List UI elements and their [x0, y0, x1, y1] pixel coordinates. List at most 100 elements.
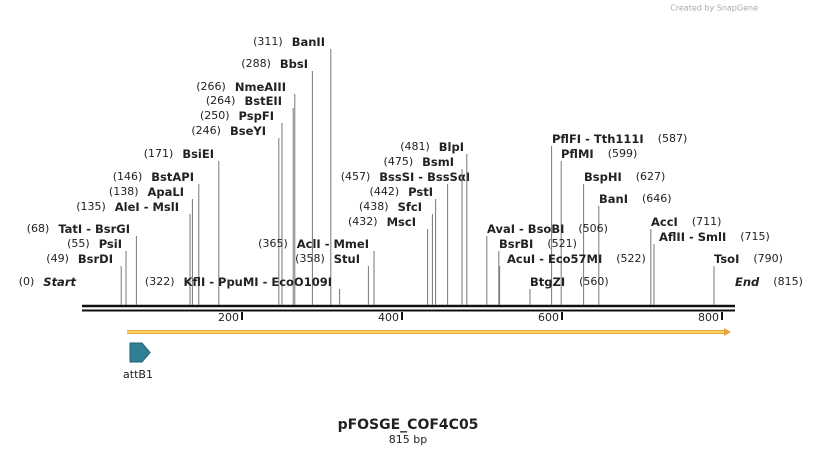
- site-position: (250): [200, 109, 230, 122]
- site-label: (55) PsiI: [67, 237, 122, 251]
- site-position: (457): [341, 170, 371, 183]
- feature-arrow: [724, 328, 731, 336]
- site-name: BstAPI: [151, 170, 194, 184]
- site-name: BspHI: [584, 170, 622, 184]
- site-label: (365) AclI - MmeI: [258, 237, 369, 251]
- site-position: (264): [206, 94, 236, 107]
- site-name: StuI: [334, 252, 360, 266]
- site-label: (264) BstEII: [206, 94, 282, 108]
- site-name: AleI - MslI: [115, 200, 179, 214]
- feature-attb1: [129, 342, 151, 363]
- site-name: MscI: [387, 215, 416, 229]
- feature-label: attB1: [123, 368, 153, 381]
- site-name: PflFI - Tth111I: [552, 132, 644, 146]
- site-name: BbsI: [280, 57, 308, 71]
- map-title: pFOSGE_COF4C05: [338, 417, 479, 433]
- site-position: (432): [348, 215, 378, 228]
- scale-tick-label: 800: [698, 311, 719, 324]
- site-label: (358) StuI: [295, 252, 360, 266]
- site-label: TsoI (790): [714, 252, 783, 266]
- site-label: (138) ApaLI: [109, 185, 184, 199]
- site-position: (358): [295, 252, 325, 265]
- site-position: (715): [740, 230, 770, 243]
- site-position: (68): [27, 222, 50, 235]
- site-name: BsiEI: [182, 147, 214, 161]
- site-label: (438) SfcI: [359, 200, 422, 214]
- site-position: (322): [145, 275, 175, 288]
- site-name: KflI - PpuMI - EcoO109I: [184, 275, 332, 289]
- site-label: (475) BsmI: [384, 155, 454, 169]
- site-position: (0): [19, 275, 35, 288]
- site-position: (587): [658, 132, 688, 145]
- site-name: AclI - MmeI: [297, 237, 369, 251]
- site-label: AccI (711): [651, 215, 721, 229]
- site-label: AcuI - Eco57MI (522): [507, 252, 646, 266]
- site-position: (365): [258, 237, 288, 250]
- site-label: (457) BssSI - BssSαI: [341, 170, 470, 184]
- site-position: (266): [196, 80, 226, 93]
- site-label: (171) BsiEI: [144, 147, 214, 161]
- site-label: AflII - SmlI (715): [659, 230, 770, 244]
- site-label: (311) BanII: [253, 35, 325, 49]
- site-position: (790): [753, 252, 783, 265]
- site-label: PflFI - Tth111I (587): [552, 132, 687, 146]
- site-name: BseYI: [230, 124, 266, 138]
- site-name: SfcI: [398, 200, 422, 214]
- site-label: (68) TatI - BsrGI: [27, 222, 130, 236]
- site-name: BssSI - BssSαI: [379, 170, 470, 184]
- site-label: BanI (646): [599, 192, 672, 206]
- site-name: AvaI - BsoBI: [487, 222, 564, 236]
- site-label: AvaI - BsoBI (506): [487, 222, 608, 236]
- site-name: AcuI - Eco57MI: [507, 252, 602, 266]
- site-position: (646): [642, 192, 672, 205]
- site-label: (0) Start: [19, 275, 77, 289]
- site-position: (438): [359, 200, 389, 213]
- scale-tick-label: 200: [218, 311, 239, 324]
- site-label: (135) AleI - MslI: [76, 200, 179, 214]
- site-position: (288): [241, 57, 271, 70]
- site-position: (521): [547, 237, 577, 250]
- site-position: (442): [370, 185, 400, 198]
- site-label: BsrBI (521): [499, 237, 577, 251]
- site-name: BanI: [599, 192, 628, 206]
- site-name: BanII: [292, 35, 325, 49]
- site-name: TatI - BsrGI: [58, 222, 130, 236]
- site-label: (288) BbsI: [241, 57, 308, 71]
- site-name: AccI: [651, 215, 678, 229]
- site-label: (432) MscI: [348, 215, 416, 229]
- site-position: (138): [109, 185, 139, 198]
- site-name: BsrBI: [499, 237, 533, 251]
- site-label: (442) PstI: [370, 185, 433, 199]
- site-label: (146) BstAPI: [113, 170, 194, 184]
- site-name: TsoI: [714, 252, 739, 266]
- site-position: (711): [692, 215, 722, 228]
- scale-tick-label: 600: [538, 311, 559, 324]
- site-label: (250) PspFI: [200, 109, 274, 123]
- site-position: (560): [579, 275, 609, 288]
- site-position: (481): [400, 140, 430, 153]
- site-label: (322) KflI - PpuMI - EcoO109I: [145, 275, 332, 289]
- site-label: (246) BseYI: [191, 124, 266, 138]
- site-name: PstI: [408, 185, 433, 199]
- site-position: (522): [616, 252, 646, 265]
- site-name: ApaLI: [148, 185, 185, 199]
- scale-tick-label: 400: [378, 311, 399, 324]
- map-length: 815 bp: [389, 433, 427, 446]
- site-label: (49) BsrDI: [46, 252, 113, 266]
- site-label: End (815): [735, 275, 803, 289]
- site-position: (246): [191, 124, 221, 137]
- site-position: (49): [46, 252, 69, 265]
- site-position: (171): [144, 147, 174, 160]
- site-name: End: [735, 275, 760, 289]
- site-position: (55): [67, 237, 90, 250]
- site-name: BsrDI: [78, 252, 113, 266]
- site-label: (266) NmeAIII: [196, 80, 286, 94]
- site-label: (481) BlpI: [400, 140, 464, 154]
- watermark: Created by SnapGene: [670, 4, 758, 13]
- site-position: (627): [636, 170, 666, 183]
- site-name: NmeAIII: [235, 80, 286, 94]
- site-label: BtgZI (560): [530, 275, 609, 289]
- site-name: BsmI: [422, 155, 454, 169]
- site-position: (475): [384, 155, 414, 168]
